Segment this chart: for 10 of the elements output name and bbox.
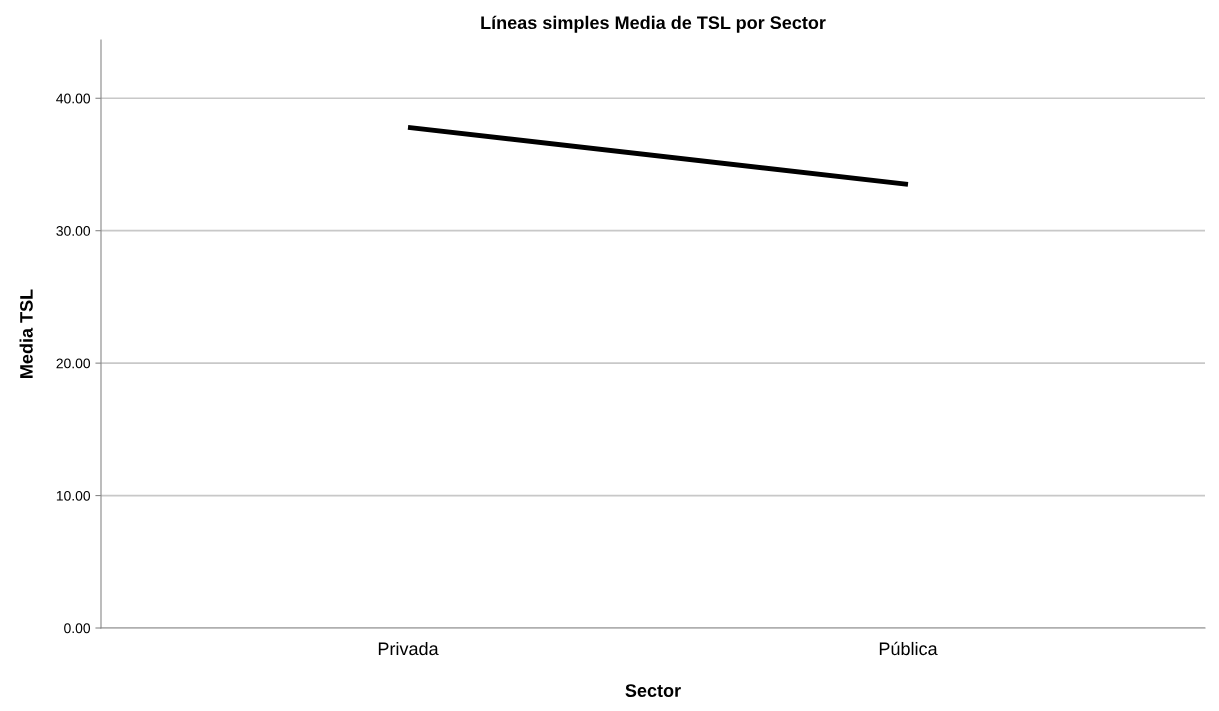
y-tick-label: 40.00: [56, 93, 91, 104]
y-tick-label: 10.00: [56, 490, 91, 501]
x-tick-label: Privada: [378, 641, 439, 656]
y-tick-label: 30.00: [56, 226, 91, 236]
x-tick-label: Pública: [879, 641, 938, 656]
chart-title: Líneas simples Media de TSL por Sector: [481, 15, 826, 33]
x-axis-title: Sector: [625, 684, 681, 697]
y-tick-label: 20.00: [56, 358, 91, 369]
y-tick-label: 0.00: [64, 623, 91, 634]
y-axis-title: Media TSL: [19, 289, 33, 378]
